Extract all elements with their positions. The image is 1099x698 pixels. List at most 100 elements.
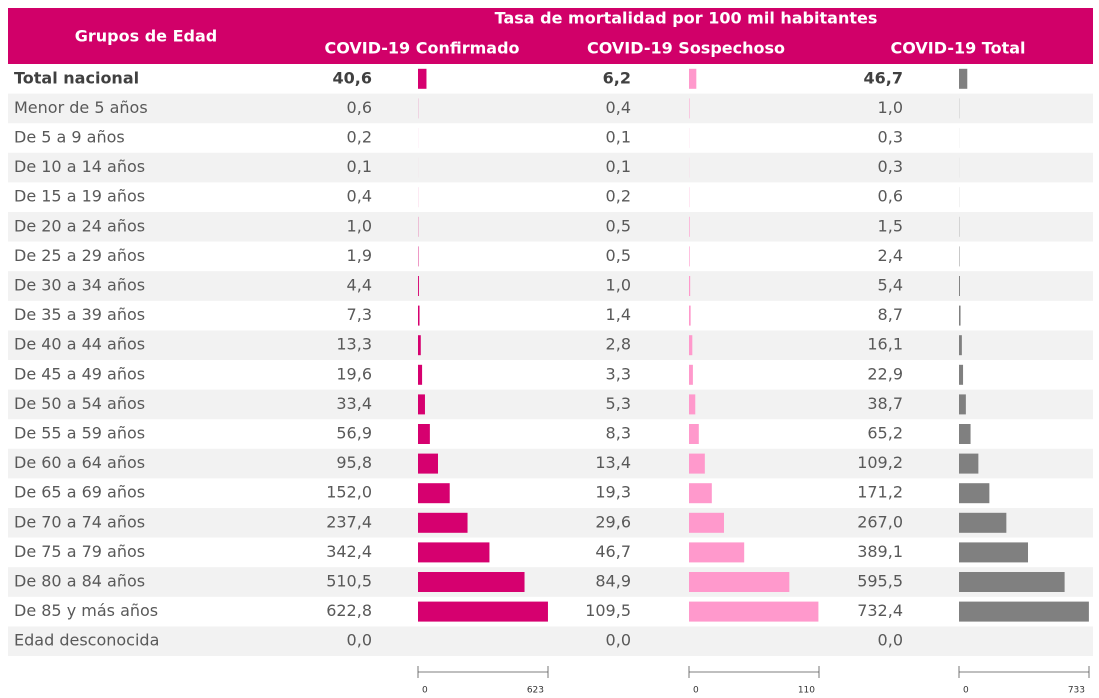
value-label: 595,5 xyxy=(857,572,903,591)
bar xyxy=(959,483,990,504)
bar xyxy=(418,335,421,356)
bar xyxy=(418,453,438,474)
column-header: COVID-19 Confirmado xyxy=(324,39,519,58)
bar xyxy=(959,305,961,326)
row-shade xyxy=(8,448,1093,479)
value-label: 0,2 xyxy=(606,187,631,206)
value-label: 1,5 xyxy=(878,216,903,235)
value-label: 1,0 xyxy=(606,276,631,295)
value-label: 0,3 xyxy=(878,128,903,147)
value-label: 33,4 xyxy=(336,394,372,413)
row-label: De 70 a 74 años xyxy=(14,512,145,531)
value-label: 1,0 xyxy=(878,98,903,117)
value-label: 109,2 xyxy=(857,453,903,472)
value-label: 0,5 xyxy=(606,246,631,265)
value-label: 6,2 xyxy=(603,68,631,87)
row-shade xyxy=(8,330,1093,360)
value-label: 4,4 xyxy=(347,276,372,295)
value-label: 19,6 xyxy=(336,364,372,383)
value-label: 29,6 xyxy=(595,512,631,531)
value-label: 3,3 xyxy=(606,364,631,383)
row-label: De 40 a 44 años xyxy=(14,335,145,354)
bar xyxy=(418,601,548,622)
column-header: COVID-19 Sospechoso xyxy=(587,39,785,58)
bar xyxy=(959,453,979,474)
bar xyxy=(959,394,966,415)
tick-label: 0 xyxy=(963,686,969,696)
row-label: De 50 a 54 años xyxy=(14,394,145,413)
bar xyxy=(418,512,468,533)
bar xyxy=(959,276,960,296)
bar xyxy=(689,512,724,533)
value-label: 622,8 xyxy=(326,601,372,620)
tick-label: 0 xyxy=(693,686,699,696)
tick-label: 623 xyxy=(527,686,544,696)
bar xyxy=(689,216,690,237)
value-label: 237,4 xyxy=(326,512,372,531)
row-label: De 55 a 59 años xyxy=(14,424,145,443)
row-shade xyxy=(8,626,1093,656)
value-label: 56,9 xyxy=(336,424,372,443)
value-label: 5,3 xyxy=(606,394,631,413)
value-label: 5,4 xyxy=(878,276,903,295)
bar xyxy=(418,394,425,415)
row-label: De 5 a 9 años xyxy=(14,128,125,147)
bar xyxy=(689,276,691,296)
row-shade xyxy=(8,93,1093,124)
row-shade xyxy=(8,152,1093,183)
bar xyxy=(689,483,712,504)
row-shade xyxy=(8,212,1093,242)
value-label: 0,0 xyxy=(347,631,372,650)
bar xyxy=(689,394,696,415)
value-label: 2,4 xyxy=(878,246,903,265)
bar xyxy=(689,572,790,592)
row-label: De 65 a 69 años xyxy=(14,483,145,502)
value-label: 0,2 xyxy=(347,128,372,147)
value-label: 0,6 xyxy=(347,98,372,117)
bar xyxy=(959,572,1065,592)
value-label: 65,2 xyxy=(867,424,903,443)
row-label: Menor de 5 años xyxy=(14,98,148,117)
value-label: 8,3 xyxy=(606,424,631,443)
value-label: 38,7 xyxy=(867,394,903,413)
row-shade xyxy=(8,389,1093,420)
row-label: De 20 a 24 años xyxy=(14,216,145,235)
value-label: 0,1 xyxy=(347,157,372,176)
bar xyxy=(689,335,693,356)
value-label: 40,6 xyxy=(333,68,372,87)
value-label: 8,7 xyxy=(878,305,903,324)
row-label: De 25 a 29 años xyxy=(14,246,145,265)
bar xyxy=(689,246,690,267)
value-label: 1,9 xyxy=(347,246,372,265)
bar xyxy=(418,68,427,89)
value-label: 510,5 xyxy=(326,572,372,591)
bar xyxy=(689,305,691,326)
bar xyxy=(418,305,420,326)
bar xyxy=(689,424,699,444)
value-label: 267,0 xyxy=(857,512,903,531)
bar xyxy=(959,335,962,356)
tick-label: 0 xyxy=(422,686,428,696)
value-label: 0,6 xyxy=(878,187,903,206)
row-label: De 30 a 34 años xyxy=(14,276,145,295)
row-label: Edad desconocida xyxy=(14,631,159,650)
value-label: 389,1 xyxy=(857,542,903,561)
value-label: 0,4 xyxy=(606,98,631,117)
row-shade xyxy=(8,508,1093,538)
value-label: 0,5 xyxy=(606,216,631,235)
value-label: 342,4 xyxy=(326,542,372,561)
bar xyxy=(959,542,1029,563)
row-label: De 10 a 14 años xyxy=(14,157,145,176)
bar xyxy=(418,276,419,296)
value-label: 0,1 xyxy=(606,157,631,176)
value-label: 171,2 xyxy=(857,483,903,502)
value-label: 152,0 xyxy=(326,483,372,502)
row-label: Total nacional xyxy=(14,68,139,87)
tick-label: 733 xyxy=(1068,686,1085,696)
value-label: 0,0 xyxy=(878,631,903,650)
value-label: 0,0 xyxy=(606,631,631,650)
value-label: 13,4 xyxy=(595,453,631,472)
value-label: 13,3 xyxy=(336,335,372,354)
